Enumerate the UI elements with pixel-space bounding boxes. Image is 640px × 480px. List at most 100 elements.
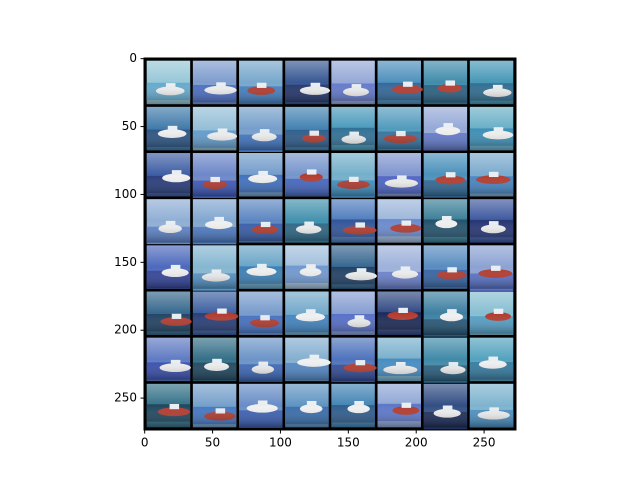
x-tick-label: 150 <box>337 436 360 450</box>
image-tile <box>331 106 375 151</box>
tile-shade <box>146 199 191 243</box>
image-tile <box>469 383 514 428</box>
image-tile <box>469 245 514 291</box>
image-tile <box>331 153 375 198</box>
tile-shade <box>423 153 468 197</box>
tile-shade <box>239 291 283 335</box>
image-tile <box>469 291 514 335</box>
y-tick-label: 0 <box>129 51 137 65</box>
tile-shade <box>285 383 329 428</box>
image-tile <box>192 383 237 428</box>
tile-shade <box>423 245 468 289</box>
image-tile <box>146 291 192 335</box>
tile-shade <box>192 153 237 197</box>
image-tile <box>377 60 423 105</box>
image-tile <box>469 106 514 151</box>
image-tile <box>285 106 329 151</box>
tile-shade <box>192 60 237 105</box>
image-tile <box>192 153 237 198</box>
y-tick-label: 250 <box>114 391 137 405</box>
tile-shade <box>239 106 283 151</box>
image-tile <box>239 383 283 428</box>
tile-shade <box>285 153 329 197</box>
tile-shade <box>423 60 468 105</box>
image-tile <box>469 337 514 382</box>
image-tile <box>331 337 377 383</box>
tile-shade <box>239 60 283 105</box>
tile-shade <box>331 60 375 105</box>
tile-shade <box>331 199 375 243</box>
image-tile <box>469 60 514 105</box>
image-tile <box>377 245 421 290</box>
axes-frame <box>143 57 517 431</box>
image-tile <box>423 291 468 337</box>
image-tile <box>146 383 191 428</box>
tile-shade <box>423 106 468 151</box>
image-tile <box>192 291 239 335</box>
tile-shade <box>423 337 468 382</box>
tile-shade <box>377 291 421 335</box>
image-tile <box>377 199 422 243</box>
tile-shade <box>469 383 514 428</box>
y-tick-label: 50 <box>122 119 137 133</box>
image-tile <box>331 383 375 428</box>
x-tick-label: 250 <box>473 436 496 450</box>
tile-shade <box>239 245 283 289</box>
tile-shade <box>331 383 375 428</box>
tile-shade <box>239 383 283 428</box>
image-tile <box>239 245 283 289</box>
image-tile <box>146 199 191 245</box>
tile-shade <box>469 60 514 105</box>
tile-shade <box>146 106 191 151</box>
y-tick-label: 150 <box>114 255 137 269</box>
image-tile <box>285 337 331 382</box>
tile-shade <box>285 337 329 382</box>
image-tile <box>192 337 237 382</box>
image-tile <box>377 383 421 428</box>
tile-shade <box>285 199 329 243</box>
image-tile <box>239 337 283 382</box>
tile-shade <box>239 337 283 382</box>
image-tile <box>331 199 377 243</box>
image-tile <box>239 199 283 243</box>
tile-shade <box>146 291 191 335</box>
tile-shade <box>469 291 514 335</box>
tile-shade <box>377 153 421 197</box>
tile-shade <box>469 337 514 382</box>
image-tile <box>423 337 468 383</box>
image-tile <box>146 153 191 197</box>
tile-shade <box>239 153 283 197</box>
image-tile <box>146 60 191 105</box>
tile-shade <box>423 383 468 428</box>
image-tile <box>331 291 375 335</box>
x-tick-label: 100 <box>269 436 292 450</box>
image-tile <box>377 153 421 197</box>
image-tile <box>377 106 421 151</box>
image-tile <box>192 106 238 151</box>
image-tile <box>285 153 329 197</box>
tile-shade <box>331 153 375 197</box>
tile-shade <box>469 153 514 197</box>
tile-shade <box>146 153 191 197</box>
image-tile <box>239 60 283 105</box>
image-tile <box>239 291 283 335</box>
tile-shade <box>377 60 421 105</box>
tile-shade <box>192 106 237 151</box>
tile-shade <box>423 199 468 243</box>
tile-shade <box>192 199 237 243</box>
image-tile <box>239 106 283 152</box>
x-tick-label: 200 <box>405 436 428 450</box>
tile-shade <box>331 245 375 289</box>
image-tile <box>331 245 377 289</box>
tile-shade <box>239 199 283 243</box>
tile-shade <box>423 291 468 335</box>
image-tile <box>239 153 283 197</box>
y-tick-label: 200 <box>114 323 137 337</box>
tile-shade <box>331 337 375 382</box>
image-tile <box>285 60 330 105</box>
image-tile <box>146 245 191 289</box>
image-tile <box>377 337 421 382</box>
tile-shade <box>377 199 421 243</box>
image-tile <box>331 60 375 105</box>
tile-shade <box>285 106 329 151</box>
